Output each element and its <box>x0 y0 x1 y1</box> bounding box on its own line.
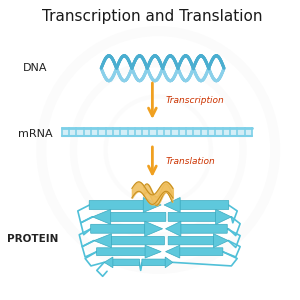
Polygon shape <box>145 221 163 236</box>
FancyBboxPatch shape <box>168 236 214 245</box>
Polygon shape <box>164 197 180 212</box>
Polygon shape <box>216 209 231 224</box>
Text: PROTEIN: PROTEIN <box>7 234 58 244</box>
FancyBboxPatch shape <box>91 224 145 233</box>
Polygon shape <box>165 257 173 268</box>
FancyBboxPatch shape <box>111 236 164 245</box>
Polygon shape <box>166 221 181 236</box>
FancyBboxPatch shape <box>179 248 223 256</box>
Text: mRNA: mRNA <box>18 129 53 139</box>
FancyBboxPatch shape <box>97 248 146 256</box>
Text: Transcription and Translation: Transcription and Translation <box>42 9 262 24</box>
Polygon shape <box>104 257 113 268</box>
Text: DNA: DNA <box>23 63 48 73</box>
FancyBboxPatch shape <box>181 224 227 233</box>
FancyBboxPatch shape <box>180 200 229 209</box>
FancyBboxPatch shape <box>142 259 166 266</box>
Polygon shape <box>213 234 228 248</box>
Polygon shape <box>94 234 111 248</box>
FancyBboxPatch shape <box>61 127 252 136</box>
Text: Translation: Translation <box>166 158 215 166</box>
FancyBboxPatch shape <box>89 200 143 209</box>
Polygon shape <box>166 245 180 258</box>
Polygon shape <box>92 209 111 224</box>
FancyBboxPatch shape <box>112 259 140 266</box>
Text: Transcription: Transcription <box>166 97 224 106</box>
FancyBboxPatch shape <box>168 212 216 221</box>
Polygon shape <box>145 245 161 258</box>
Polygon shape <box>143 197 161 212</box>
FancyBboxPatch shape <box>110 212 166 221</box>
